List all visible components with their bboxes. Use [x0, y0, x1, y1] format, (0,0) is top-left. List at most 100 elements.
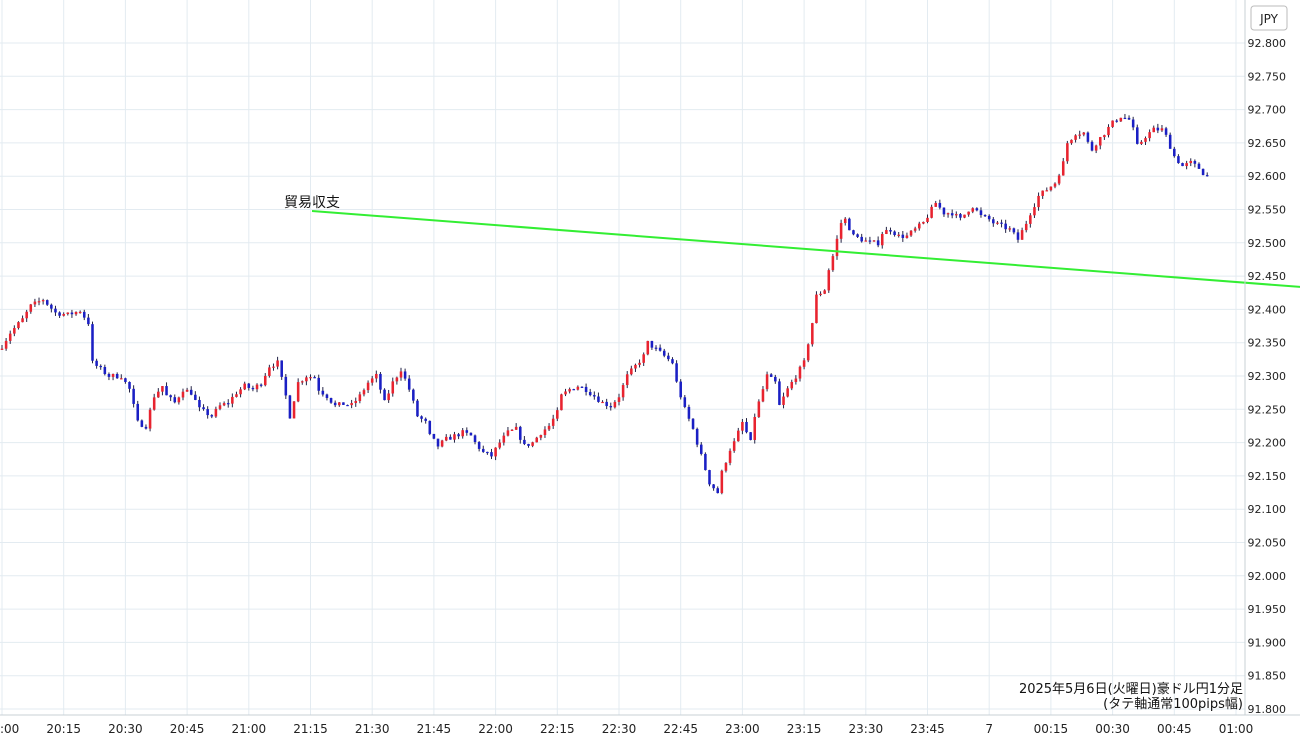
candle-body: [407, 378, 411, 390]
candle-body: [1045, 190, 1049, 192]
candle: [136, 400, 140, 422]
candle-body: [1066, 143, 1069, 162]
currency-button[interactable]: [1250, 5, 1288, 31]
candle: [1086, 131, 1090, 144]
candle: [169, 394, 172, 402]
candle: [691, 418, 695, 430]
candle-body: [152, 397, 156, 410]
candle: [580, 386, 584, 388]
candle-body: [469, 432, 473, 436]
candle-body: [251, 387, 255, 390]
candle: [115, 372, 119, 379]
candle-body: [560, 394, 563, 411]
candle-body: [54, 308, 57, 313]
candle: [630, 365, 633, 376]
x-tick-label: 7: [985, 722, 993, 736]
candle: [757, 399, 761, 418]
candle-body: [761, 389, 765, 402]
candle: [621, 383, 625, 401]
candle-body: [901, 234, 905, 238]
candle-body: [383, 389, 386, 401]
candle: [737, 427, 740, 442]
candle-body: [87, 317, 90, 325]
candle-body: [889, 230, 892, 232]
candle: [897, 232, 900, 238]
candle-body: [280, 360, 283, 377]
candle: [1189, 158, 1193, 167]
candle: [144, 424, 148, 430]
candle-body: [1119, 117, 1123, 122]
candle: [354, 397, 358, 407]
candle-body: [1016, 232, 1020, 240]
y-tick-label: 92.100: [1248, 503, 1287, 516]
candle: [1074, 134, 1077, 143]
candle: [50, 303, 53, 313]
candle: [194, 391, 197, 401]
candle-body: [815, 294, 818, 324]
candle: [251, 385, 255, 392]
candle-body: [300, 381, 304, 383]
candle: [1193, 159, 1197, 168]
candle-body: [103, 366, 107, 374]
x-tick-label: 20:30: [108, 722, 143, 736]
candle-body: [1205, 175, 1209, 177]
candle-body: [514, 426, 518, 430]
candle-body: [720, 470, 724, 494]
candle-body: [1107, 126, 1110, 136]
candle-body: [144, 426, 148, 429]
candle-body: [1127, 117, 1131, 120]
candle: [1201, 168, 1205, 176]
candle-body: [1078, 134, 1081, 136]
candle-body: [975, 208, 979, 211]
candle: [231, 393, 234, 408]
candle-body: [498, 442, 501, 448]
candle: [983, 214, 987, 218]
candle-body: [683, 397, 687, 407]
candle: [181, 388, 185, 401]
candle-body: [449, 436, 452, 440]
candle-body: [638, 362, 641, 365]
candle: [1008, 226, 1012, 232]
candle: [1177, 154, 1180, 164]
candle-body: [996, 222, 999, 224]
candle: [753, 413, 757, 444]
candle-body: [465, 430, 469, 433]
candle-body: [564, 391, 567, 395]
candle-body: [50, 304, 53, 309]
candle: [272, 363, 275, 371]
candle: [872, 240, 876, 242]
candle-body: [4, 340, 8, 349]
candle: [0, 345, 4, 350]
candle: [432, 433, 436, 440]
candle: [140, 419, 144, 428]
candle-body: [403, 371, 407, 379]
candle: [1066, 140, 1069, 164]
candle: [436, 438, 440, 450]
candle-body: [580, 386, 584, 388]
candle-body: [831, 256, 835, 271]
candle-body: [695, 428, 699, 445]
y-tick-label: 91.900: [1248, 636, 1287, 649]
candle-body: [913, 228, 917, 231]
candle-body: [288, 395, 292, 419]
candle: [1205, 172, 1209, 177]
candle: [428, 420, 432, 436]
chart-caption-subtitle: (タテ軸通常100pips幅): [1103, 697, 1243, 712]
candle-body: [399, 371, 403, 378]
candle-body: [218, 405, 222, 409]
candle-body: [802, 360, 806, 367]
x-tick-label: 22:15: [540, 722, 575, 736]
candle: [761, 386, 765, 403]
candle: [926, 214, 929, 224]
candle-body: [333, 402, 337, 406]
candle: [255, 383, 259, 393]
candle-body: [366, 382, 370, 391]
candle-body: [650, 340, 654, 348]
candle-body: [481, 448, 485, 452]
candle-body: [654, 347, 658, 349]
candle: [815, 291, 818, 324]
candle-body: [354, 400, 358, 404]
candle: [716, 486, 719, 494]
candle: [510, 429, 514, 431]
